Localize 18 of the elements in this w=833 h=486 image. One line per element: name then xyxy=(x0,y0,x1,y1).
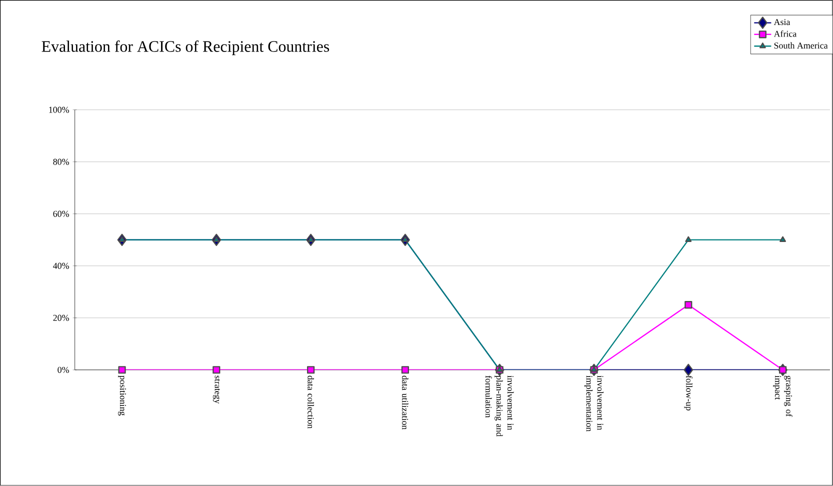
chart-title: Evaluation for ACICs of Recipient Countries xyxy=(42,40,330,56)
x-tick-label: grasping of impact xyxy=(773,376,792,417)
y-tick-label: 60% xyxy=(53,210,70,218)
y-tick-label: 100% xyxy=(49,106,70,114)
x-tick-label: positioning xyxy=(118,376,126,416)
x-tick-label: involvement in plan-making and formulation xyxy=(485,376,514,437)
x-tick-label: data utilization xyxy=(402,376,408,430)
legend-label: Africa xyxy=(774,30,797,38)
y-tick-label: 20% xyxy=(53,314,70,322)
legend-label: South America xyxy=(774,42,828,49)
legend-label: Asia xyxy=(774,19,790,26)
y-tick-label: 0% xyxy=(58,366,70,374)
y-tick-label: 40% xyxy=(53,262,70,270)
x-tick-label: follow-up xyxy=(684,376,692,411)
x-tick-label: strategy xyxy=(212,376,220,404)
x-tick-label: involvement in implementation xyxy=(584,376,604,432)
y-tick-label: 80% xyxy=(53,158,70,166)
x-tick-label: data collection xyxy=(308,376,314,429)
